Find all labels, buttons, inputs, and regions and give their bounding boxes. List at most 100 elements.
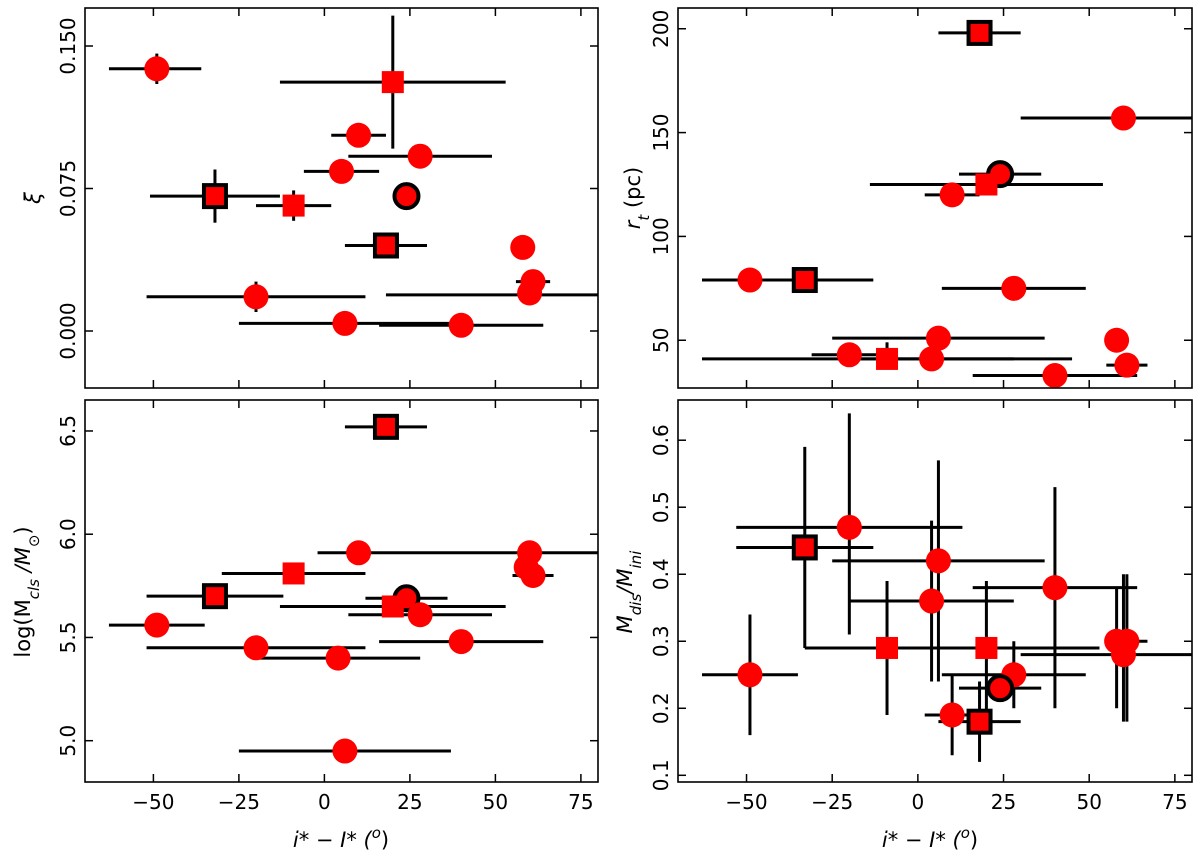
ylabel-mcls-main: log(M <box>11 599 35 657</box>
y-tick-label: 0.000 <box>56 302 80 359</box>
y-tick-label: 0.150 <box>56 17 80 74</box>
x-tick-label: 75 <box>1162 790 1187 814</box>
data-point-circle <box>1001 275 1027 301</box>
data-point-circle <box>919 588 945 614</box>
data-point-circle <box>392 182 421 211</box>
panel-xi: 0.000 0.075 0.150 <box>56 7 599 389</box>
y-tick-label: 0.3 <box>649 625 673 657</box>
y-tick-label: 6.5 <box>56 415 80 447</box>
data-point-circle <box>448 312 474 338</box>
data-layer <box>701 19 1192 388</box>
data-point-square <box>372 232 399 259</box>
data-point-circle <box>243 284 269 310</box>
data-point-square <box>381 595 404 618</box>
data-point-square <box>966 708 993 735</box>
data-point-circle <box>329 158 354 184</box>
data-point-circle <box>939 702 965 728</box>
ylabel-rt: rt (pc) <box>621 167 653 229</box>
x-tick-label: −50 <box>725 790 767 814</box>
ylabel-rt-sub: t <box>635 214 653 221</box>
x-tick-label: −50 <box>132 790 174 814</box>
y-tick-label: 5.0 <box>56 725 80 757</box>
ylabel-mcls-sub2: ⊙ <box>25 535 43 548</box>
x-tick-label: 50 <box>483 790 508 814</box>
data-point-circle <box>925 325 951 351</box>
data-point-square <box>381 71 404 94</box>
data-point-circle <box>407 143 433 169</box>
y-tick-label: 0.2 <box>649 692 673 724</box>
axes-frame <box>677 399 1193 783</box>
data-point-circle <box>919 346 945 372</box>
data-point-circle <box>325 645 351 671</box>
y-tick-label: 6.0 <box>56 518 80 550</box>
y-tick-label: 200 <box>649 10 673 48</box>
xlabel-left-unit: o <box>372 824 381 842</box>
x-tick-label: 50 <box>1076 790 1101 814</box>
ylabel-mdis-sub: dis <box>627 594 645 616</box>
data-point-circle <box>1042 575 1068 601</box>
xlabel-left: i* − I* (o) <box>293 824 389 852</box>
ylabel-xi: ξ <box>21 192 45 205</box>
xlabel-left-main: i* − I* ( <box>293 828 373 852</box>
y-tick-label: 0.4 <box>649 558 673 590</box>
data-point-circle <box>1110 105 1136 131</box>
data-point-circle <box>836 514 862 540</box>
ylabel-mdis-sub2: ini <box>627 550 645 569</box>
data-point-circle <box>346 540 372 566</box>
x-tick-label: −25 <box>811 790 853 814</box>
y-tick-label: 150 <box>649 113 673 151</box>
y-tick-label: 0.075 <box>56 160 80 217</box>
panel-mcls: −50 −25 0 25 50 75 5.0 5.5 6.0 6.5 <box>56 399 599 814</box>
panel-rt: 50 100 150 200 <box>649 7 1193 389</box>
ylabel-mdis-mid: /M <box>613 569 637 596</box>
data-point-square <box>975 173 998 196</box>
data-point-circle <box>1104 327 1130 353</box>
data-point-square <box>372 413 399 440</box>
ylabel-mcls-mid: /M <box>11 547 35 579</box>
data-point-circle <box>407 602 433 628</box>
xlabel-right-unit: o <box>961 824 970 842</box>
xlabel-left-close: ) <box>381 828 389 852</box>
ylabel-mdis: Mdis/Mini <box>613 550 645 634</box>
data-point-circle <box>243 635 269 661</box>
data-point-circle <box>1114 352 1140 378</box>
data-point-square <box>201 183 228 210</box>
data-point-circle <box>1110 642 1136 668</box>
x-tick-label: 25 <box>397 790 422 814</box>
data-point-circle <box>737 662 763 688</box>
ylabel-mdis-main: M <box>613 615 637 633</box>
data-point-square <box>282 194 305 217</box>
panel-mdis: −50 −25 0 25 50 75 0.1 0.2 0.3 0.4 0.5 0.6 <box>649 399 1193 814</box>
data-point-circle <box>939 182 965 208</box>
ylabel-rt-unit: (pc) <box>621 167 645 215</box>
x-tick-label: 0 <box>911 790 924 814</box>
x-tick-label: 75 <box>568 790 593 814</box>
data-point-square <box>282 562 305 585</box>
ylabel-mcls-sub: cls <box>25 579 43 599</box>
data-point-circle <box>925 548 951 574</box>
data-point-circle <box>332 738 358 764</box>
data-layer <box>108 413 598 764</box>
x-tick-label: −25 <box>218 790 260 814</box>
data-point-circle <box>836 342 862 368</box>
data-point-circle <box>737 267 763 293</box>
y-tick-label: 0.6 <box>649 424 673 456</box>
data-point-square <box>975 636 998 659</box>
y-tick-label: 5.5 <box>56 622 80 654</box>
data-point-circle <box>144 612 170 638</box>
data-point-circle <box>510 234 536 260</box>
y-tick-label: 0.5 <box>649 491 673 523</box>
data-point-square <box>966 19 993 46</box>
data-point-square <box>876 636 899 659</box>
xlabel-right: i* − I* (o) <box>882 824 978 852</box>
axes-frame <box>677 7 1193 389</box>
data-point-circle <box>346 122 372 148</box>
data-point-circle <box>332 310 358 336</box>
data-point-square <box>791 267 818 294</box>
data-point-circle <box>1042 363 1068 388</box>
data-point-circle <box>520 563 546 589</box>
data-point-square <box>201 583 228 610</box>
xlabel-right-close: ) <box>970 828 978 852</box>
data-point-circle <box>986 674 1015 703</box>
